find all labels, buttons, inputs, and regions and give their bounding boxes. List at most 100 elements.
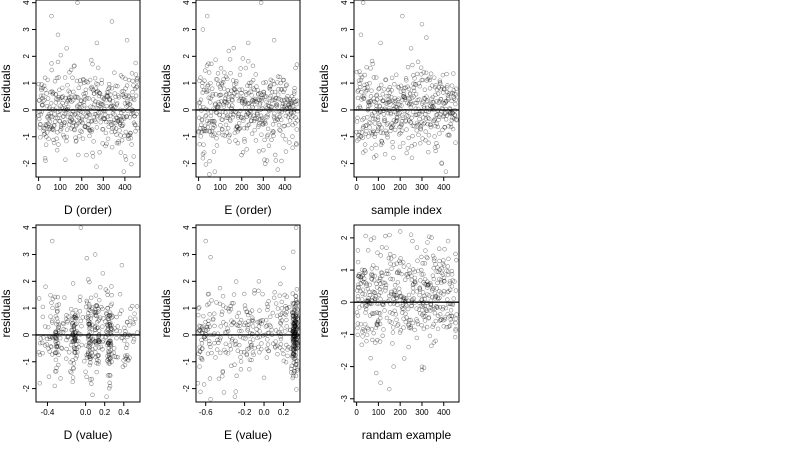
scatter-point (402, 94, 407, 99)
scatter-point (97, 297, 102, 303)
scatter-point (247, 80, 252, 86)
scatter-point (289, 310, 295, 315)
scatter-point (291, 373, 296, 379)
scatter-point (84, 152, 89, 158)
scatter-point (401, 316, 406, 321)
scatter-point (290, 344, 296, 349)
scatter-point (127, 132, 132, 138)
scatter-point (262, 137, 267, 143)
scatter-point (79, 98, 84, 104)
scatter-point (418, 141, 423, 146)
scatter-point (374, 103, 379, 109)
scatter-point (79, 342, 84, 348)
scatter-point (229, 318, 234, 323)
scatter-point (397, 330, 403, 335)
scatter-point (200, 156, 206, 161)
scatter-point (293, 339, 298, 344)
scatter-point (427, 77, 433, 83)
scatter-point (253, 96, 258, 102)
scatter-point (359, 97, 364, 102)
scatter-point (120, 114, 126, 119)
scatter-point (48, 314, 53, 319)
scatter-point (294, 321, 300, 327)
scatter-point (242, 100, 248, 106)
scatter-point (442, 111, 448, 116)
scatter-point (88, 360, 93, 365)
scatter-point (375, 128, 380, 133)
scatter-point (95, 353, 101, 359)
scatter-point (226, 134, 231, 139)
scatter-point (371, 330, 376, 336)
x-tick-label: 200 (394, 408, 408, 417)
scatter-point (280, 101, 286, 107)
scatter-point (439, 270, 444, 275)
scatter-point (207, 341, 212, 347)
scatter-point (290, 324, 296, 329)
scatter-point (71, 64, 77, 69)
scatter-point (374, 281, 379, 287)
scatter-point (96, 317, 102, 322)
scatter-point (451, 94, 456, 99)
scatter-point (291, 327, 296, 332)
scatter-point (293, 294, 299, 299)
scatter-point (206, 95, 211, 100)
scatter-point (375, 250, 380, 255)
scatter-point (83, 87, 89, 93)
scatter-point (54, 75, 60, 81)
scatter-point (196, 312, 201, 318)
scatter-point (96, 337, 101, 343)
scatter-point (40, 304, 46, 310)
scatter-point (257, 97, 262, 103)
y-tick-label: 3 (182, 27, 191, 32)
scatter-point (203, 106, 208, 112)
scatter-points (36, 0, 140, 174)
scatter-point (251, 113, 256, 118)
y-tick-label: -2 (340, 362, 349, 370)
scatter-point (259, 115, 265, 121)
scatter-point (132, 122, 138, 127)
scatter-point (403, 119, 408, 124)
scatter-point (429, 83, 435, 88)
scatter-point (105, 323, 111, 329)
scatter-point (415, 97, 421, 103)
scatter-point (283, 83, 289, 88)
scatter-point (70, 379, 75, 385)
scatter-point (362, 93, 367, 99)
scatter-point (87, 356, 93, 362)
scatter-point (114, 314, 119, 320)
scatter-point (292, 320, 298, 326)
scatter-point (366, 296, 371, 301)
scatter-point (411, 81, 416, 86)
scatter-point (42, 126, 47, 131)
scatter-point (219, 309, 225, 315)
scatter-point (46, 374, 52, 379)
scatter-point (394, 105, 399, 110)
scatter-point (370, 289, 376, 294)
scatter-point (374, 320, 380, 326)
scatter-point (224, 74, 229, 80)
scatter-point (282, 292, 287, 298)
scatter-point (392, 127, 398, 133)
scatter-point (430, 104, 435, 109)
scatter-point (41, 83, 47, 89)
scatter-point (421, 326, 427, 332)
scatter-point (233, 126, 239, 131)
scatter-point (77, 298, 83, 303)
scatter-point (44, 342, 50, 347)
scatter-point (49, 300, 54, 306)
scatter-point (72, 63, 77, 68)
scatter-point (94, 303, 100, 309)
scatter-point (38, 93, 44, 99)
scatter-point (124, 320, 130, 325)
scatter-point (127, 102, 132, 107)
scatter-point (74, 94, 79, 100)
scatter-point (78, 225, 84, 230)
scatter-point (433, 338, 438, 344)
scatter-point (278, 342, 284, 347)
scatter-point (440, 114, 446, 120)
scatter-point (221, 320, 226, 325)
scatter-point (363, 310, 368, 315)
scatter-point (135, 76, 140, 81)
scatter-point (241, 115, 246, 121)
